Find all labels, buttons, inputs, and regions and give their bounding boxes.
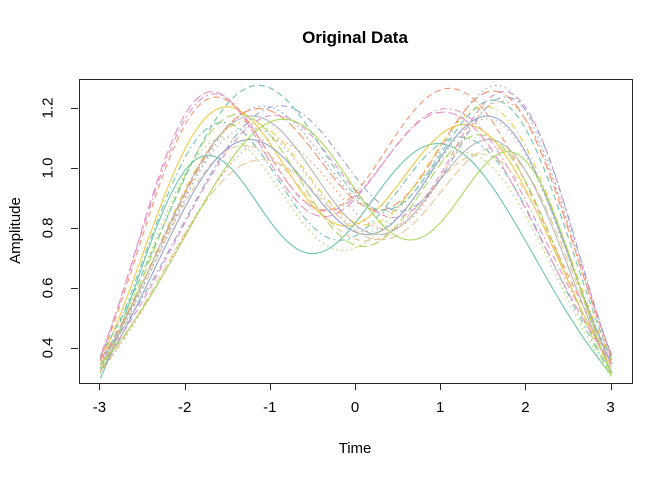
curve-11-periwinkle-solid [99, 115, 613, 372]
x-tick-mark-0 [355, 383, 356, 390]
x-tick-mark--1 [269, 383, 271, 390]
y-tick-label-0.4: 0.4 [39, 337, 57, 359]
y-tick-label-1.0: 1.0 [39, 157, 57, 179]
curve-20-orchid-longdash [99, 90, 613, 364]
curve-10-salmon-longdash [99, 90, 613, 361]
x-tick-label--2: -2 [177, 399, 192, 416]
plot-box [79, 79, 633, 384]
y-tick-mark-1.0 [71, 168, 78, 170]
curve-13-green-dotted [99, 137, 613, 378]
curve-01-teal-solid [99, 143, 613, 379]
curve-12-orchid-dashed [99, 91, 613, 365]
y-tick-label-1.2: 1.2 [39, 97, 57, 119]
curve-09-teal-dotdash [99, 121, 613, 374]
x-tick-mark--3 [99, 383, 101, 390]
x-tick-label-2: 2 [521, 399, 530, 416]
x-tick-label--3: -3 [92, 399, 107, 416]
x-tick-label-0: 0 [350, 399, 360, 416]
y-tick-label-0.6: 0.6 [39, 277, 57, 299]
x-axis-title: Time [338, 440, 372, 457]
x-tick-mark-2 [525, 383, 527, 390]
y-axis-title: Amplitude [6, 197, 24, 264]
x-tick-label-3: 3 [606, 399, 615, 416]
y-tick-mark-0.4 [71, 348, 78, 350]
x-tick-label--1: -1 [263, 399, 277, 416]
curve-05-green-longdash [99, 113, 613, 378]
curve-08-gray-dotted [99, 118, 613, 369]
curve-15-tan-longdash [99, 147, 613, 372]
curve-19-periwinkle-dotdash [99, 96, 613, 360]
chart-title: Original Data [302, 28, 408, 47]
curve-21-green-solid [99, 118, 613, 376]
y-tick-mark-0.6 [71, 288, 78, 290]
curve-16-gray-solid [99, 115, 613, 372]
curve-07-tan-dashed [99, 144, 613, 372]
x-tick-label-1: 1 [436, 399, 445, 416]
curve-06-gold-solid [99, 106, 613, 368]
x-tick-mark-3 [610, 383, 612, 390]
y-tick-mark-0.8 [71, 228, 78, 230]
plot-canvas [99, 84, 613, 379]
curve-04-orchid-dotdash [99, 93, 613, 361]
curve-17-teal-dashed [99, 84, 613, 361]
y-tick-label-0.8: 0.8 [39, 217, 57, 239]
y-axis-title-wrap: Amplitude [0, 79, 30, 382]
y-tick-mark-1.2 [71, 108, 78, 110]
x-tick-mark--2 [184, 383, 186, 390]
x-tick-mark-1 [440, 383, 442, 390]
